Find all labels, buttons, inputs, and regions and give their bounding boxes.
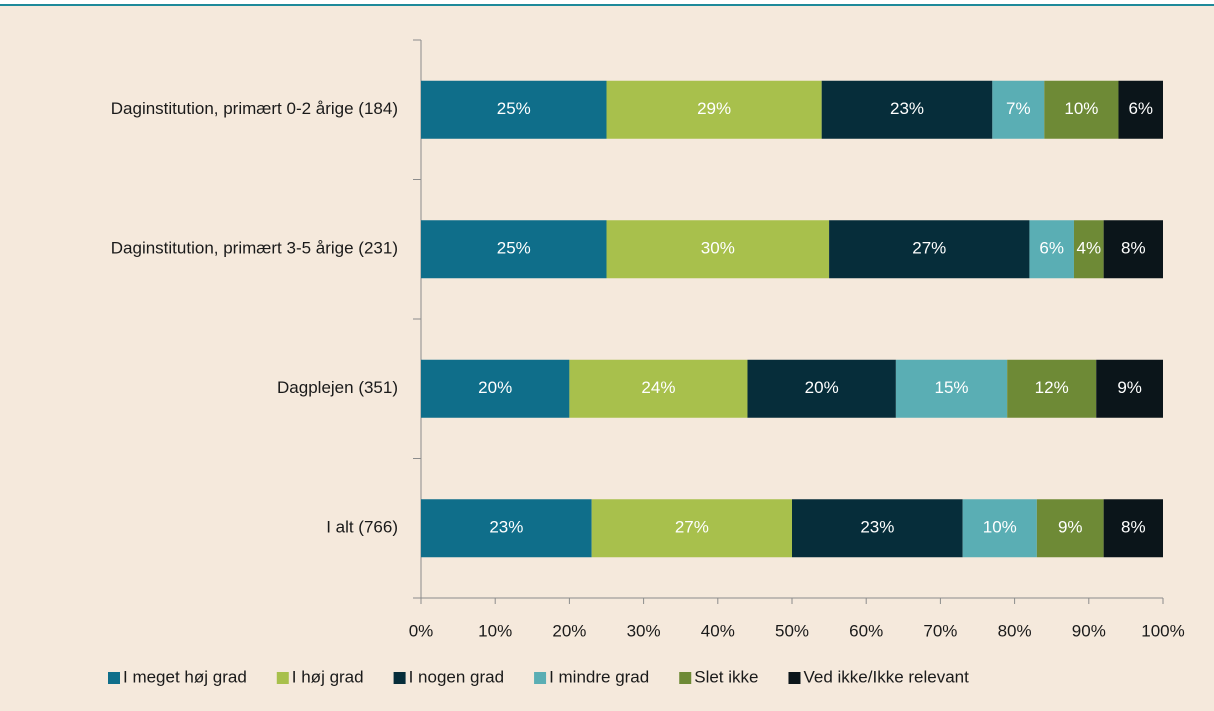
legend-swatch [393,672,406,684]
data-label: 7% [1006,99,1031,118]
data-label: 29% [697,99,731,118]
x-tick-label: 100% [1141,621,1184,640]
x-tick-label: 0% [409,621,434,640]
bar-segment [421,220,607,279]
bar-segment [1044,80,1119,139]
bar-segment [421,80,607,139]
y-tick-label: Daginstitution, primært 3-5 årige (231) [111,239,398,258]
legend-swatch [108,672,120,684]
bar-segment [747,359,896,418]
data-label: 30% [701,239,735,258]
legend-label: Ved ikke/Ikke relevant [803,667,969,686]
bar-segment [792,499,963,558]
y-tick-label: Daginstitution, primært 0-2 årige (184) [111,99,398,118]
data-label: 20% [478,378,512,397]
bar-segment [606,220,830,279]
bar-segment [1007,359,1097,418]
data-label: 9% [1117,378,1142,397]
bar-segment [1103,220,1163,279]
legend-swatch [276,672,289,684]
data-label: 15% [935,378,969,397]
x-tick-label: 30% [627,621,661,640]
bar-segment [569,359,748,418]
bar-segment [992,80,1045,139]
data-label: 12% [1035,378,1069,397]
data-label: 9% [1058,518,1083,537]
data-label: 10% [1064,99,1098,118]
data-label: 8% [1121,518,1146,537]
data-label: 10% [983,518,1017,537]
x-tick-label: 60% [849,621,883,640]
data-label: 20% [805,378,839,397]
data-label: 6% [1128,99,1153,118]
x-tick-label: 50% [775,621,809,640]
data-label: 25% [497,239,531,258]
bar-segment [1103,499,1163,558]
y-tick-label: I alt (766) [326,518,398,537]
data-label: 4% [1077,239,1102,258]
data-label: 25% [497,99,531,118]
y-tick-label: Dagplejen (351) [277,378,398,397]
x-tick-label: 40% [701,621,735,640]
legend-label: I mindre grad [549,667,649,686]
legend-swatch [534,672,547,684]
bar-segment [1118,80,1163,139]
x-tick-label: 70% [923,621,957,640]
data-label: 6% [1039,239,1064,258]
bar-segment [421,499,592,558]
bar-segment [821,80,993,139]
legend-label: I høj grad [292,667,364,686]
x-tick-label: 20% [552,621,586,640]
data-label: 24% [641,378,675,397]
data-label: 23% [860,518,894,537]
bar-segment [1073,220,1104,279]
bar-segment [591,499,792,558]
x-tick-label: 80% [998,621,1032,640]
data-label: 8% [1121,239,1146,258]
bar-segment [1029,220,1074,279]
bar-segment [962,499,1037,558]
bar-segment [1096,359,1163,418]
data-label: 27% [912,239,946,258]
legend-label: I meget høj grad [123,667,247,686]
legend-swatch [788,672,801,684]
data-label: 27% [675,518,709,537]
top-rule [0,4,1214,6]
data-label: 23% [890,99,924,118]
x-tick-label: 90% [1072,621,1106,640]
legend-label: I nogen grad [409,667,504,686]
legend-swatch [679,672,692,684]
bar-segment [1036,499,1104,558]
data-label: 23% [489,518,523,537]
x-tick-label: 10% [478,621,512,640]
bar-segment [421,359,570,418]
bar-segment [829,220,1030,279]
legend-label: Slet ikke [694,667,758,686]
bar-segment [606,80,822,139]
bar-segment [895,359,1008,418]
